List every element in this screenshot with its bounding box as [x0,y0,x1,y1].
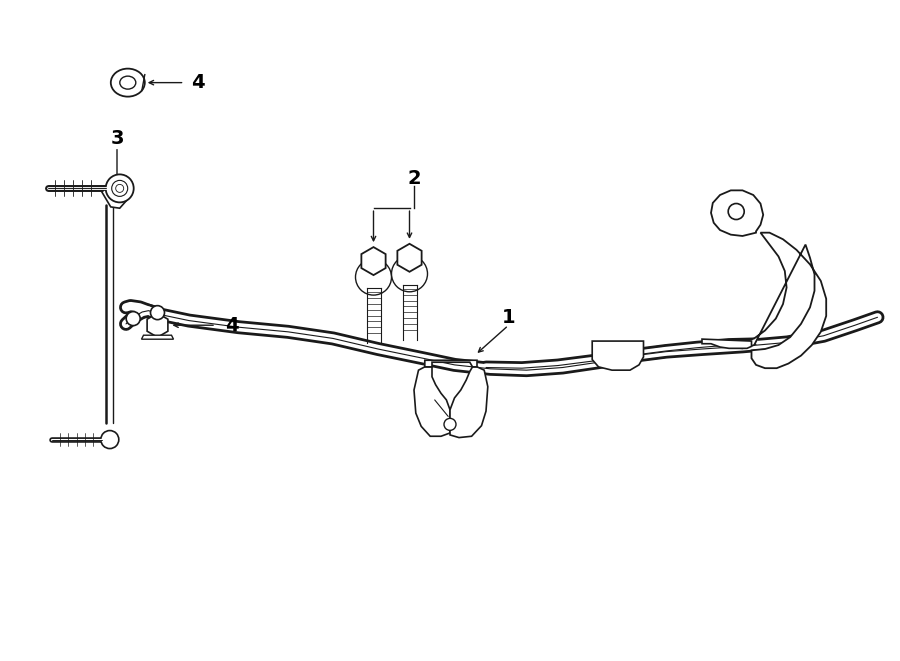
Polygon shape [702,339,752,348]
Circle shape [105,175,134,202]
Polygon shape [425,360,477,367]
Ellipse shape [120,76,136,89]
Polygon shape [102,176,133,208]
Text: 2: 2 [407,169,421,188]
Circle shape [126,311,140,326]
Circle shape [112,180,128,196]
Text: 3: 3 [110,130,124,148]
Circle shape [444,418,456,430]
Polygon shape [729,233,826,368]
Circle shape [728,204,744,219]
Polygon shape [398,244,421,272]
Polygon shape [141,335,174,339]
Polygon shape [450,367,488,438]
Circle shape [116,184,123,192]
Polygon shape [414,367,450,436]
Text: 1: 1 [501,308,516,327]
Text: 4: 4 [191,73,205,92]
Polygon shape [362,247,385,275]
Polygon shape [711,190,763,236]
Circle shape [101,430,119,449]
Polygon shape [147,313,168,337]
Ellipse shape [111,69,145,97]
Circle shape [392,256,428,292]
Polygon shape [592,341,644,370]
Text: 4: 4 [225,316,239,334]
Circle shape [150,305,165,320]
Circle shape [356,259,392,295]
